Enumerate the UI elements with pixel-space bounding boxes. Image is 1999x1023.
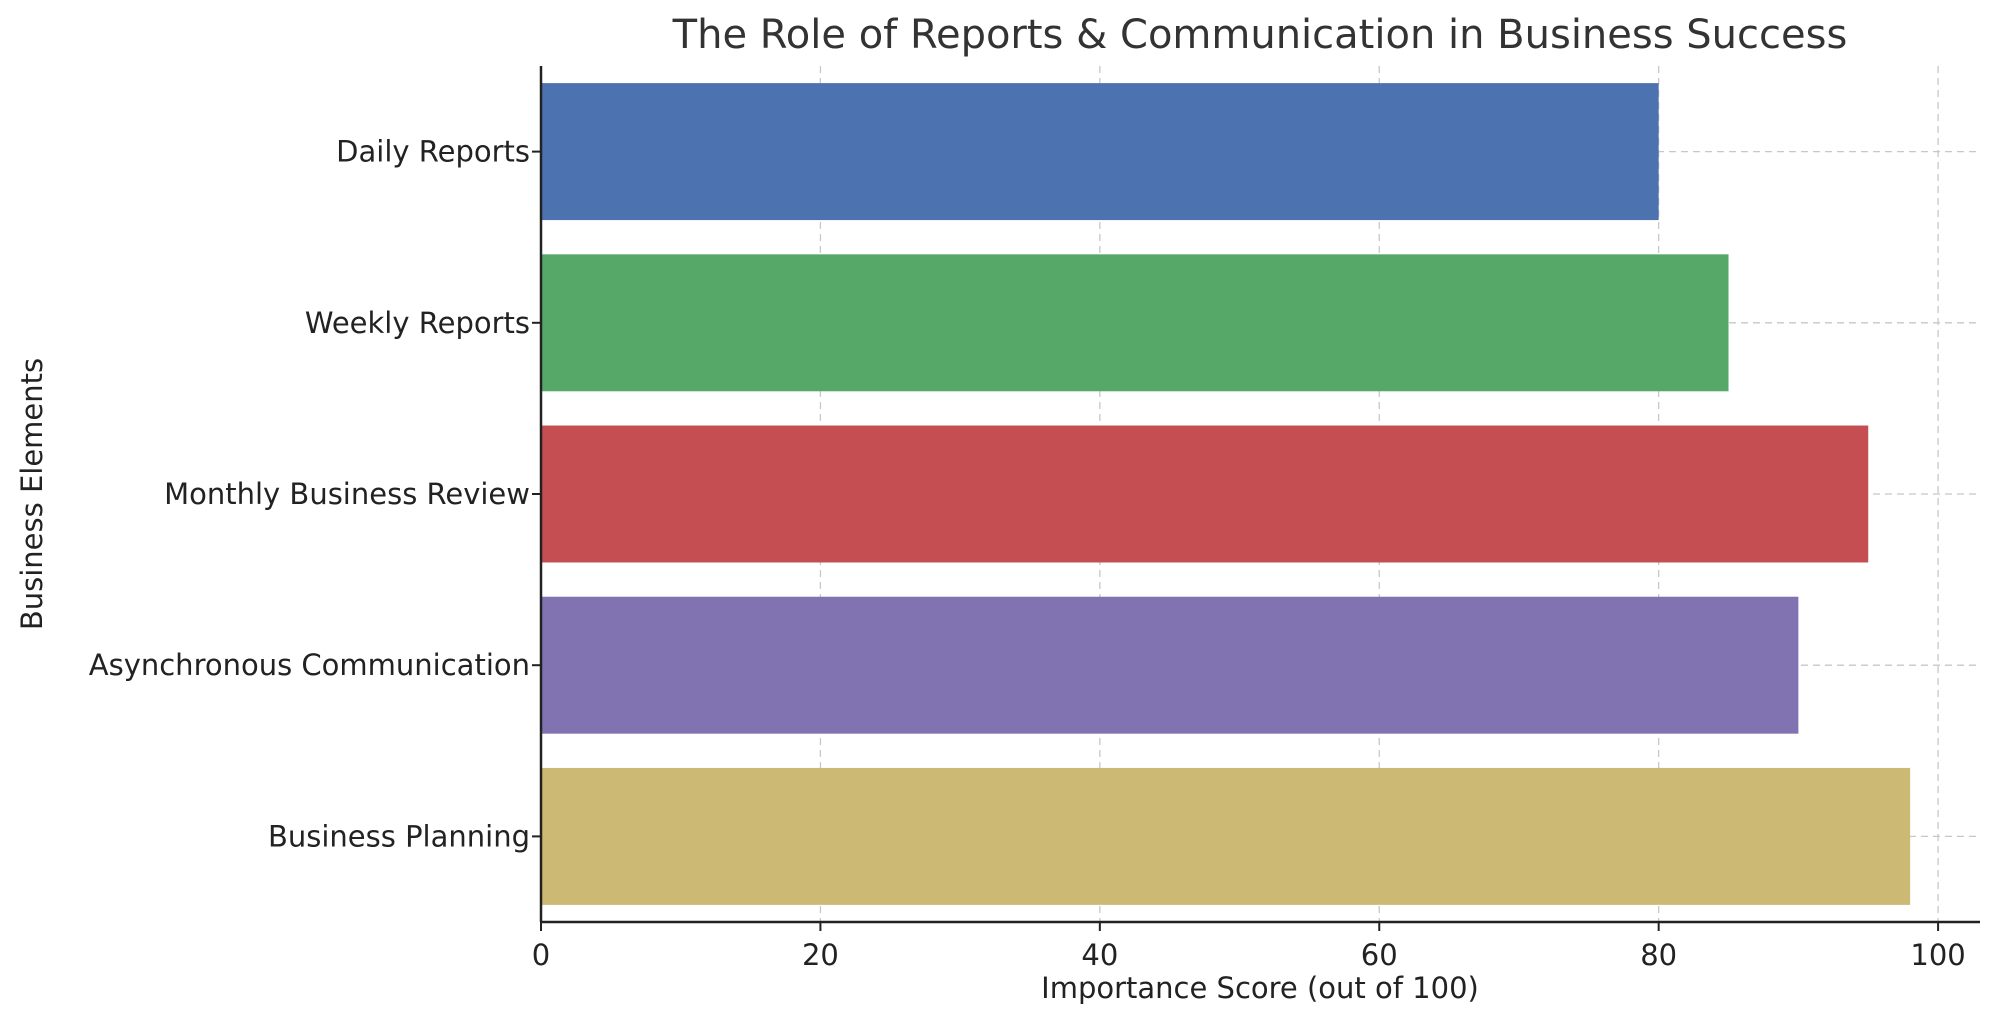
x-tick-label: 80 (1640, 938, 1677, 972)
x-tick-label: 20 (802, 938, 839, 972)
bar-business-planning (541, 767, 1911, 905)
category-label: Business Planning (268, 819, 530, 853)
bar-daily-reports (541, 83, 1659, 221)
x-tick-label: 40 (1081, 938, 1118, 972)
x-tick-label: 60 (1361, 938, 1398, 972)
axes (532, 66, 1980, 931)
y-axis-label: Business Elements (15, 358, 49, 630)
x-tick-labels: 0 20 40 60 80 100 (532, 938, 1966, 972)
x-axis-label: Importance Score (out of 100) (1041, 971, 1479, 1005)
category-label: Monthly Business Review (164, 477, 530, 511)
bar-weekly-reports (541, 254, 1729, 392)
category-label: Daily Reports (336, 135, 530, 169)
chart-title: The Role of Reports & Communication in B… (672, 12, 1848, 58)
category-label: Weekly Reports (305, 306, 530, 340)
x-tick-label: 0 (532, 938, 550, 972)
bar-monthly-business-review (541, 425, 1869, 563)
x-tick-label: 100 (1910, 938, 1965, 972)
category-labels: Daily Reports Weekly Reports Monthly Busin… (89, 135, 530, 854)
bar-asynchronous-communication (541, 596, 1799, 734)
category-label: Asynchronous Communication (89, 648, 530, 682)
bars (541, 83, 1911, 905)
